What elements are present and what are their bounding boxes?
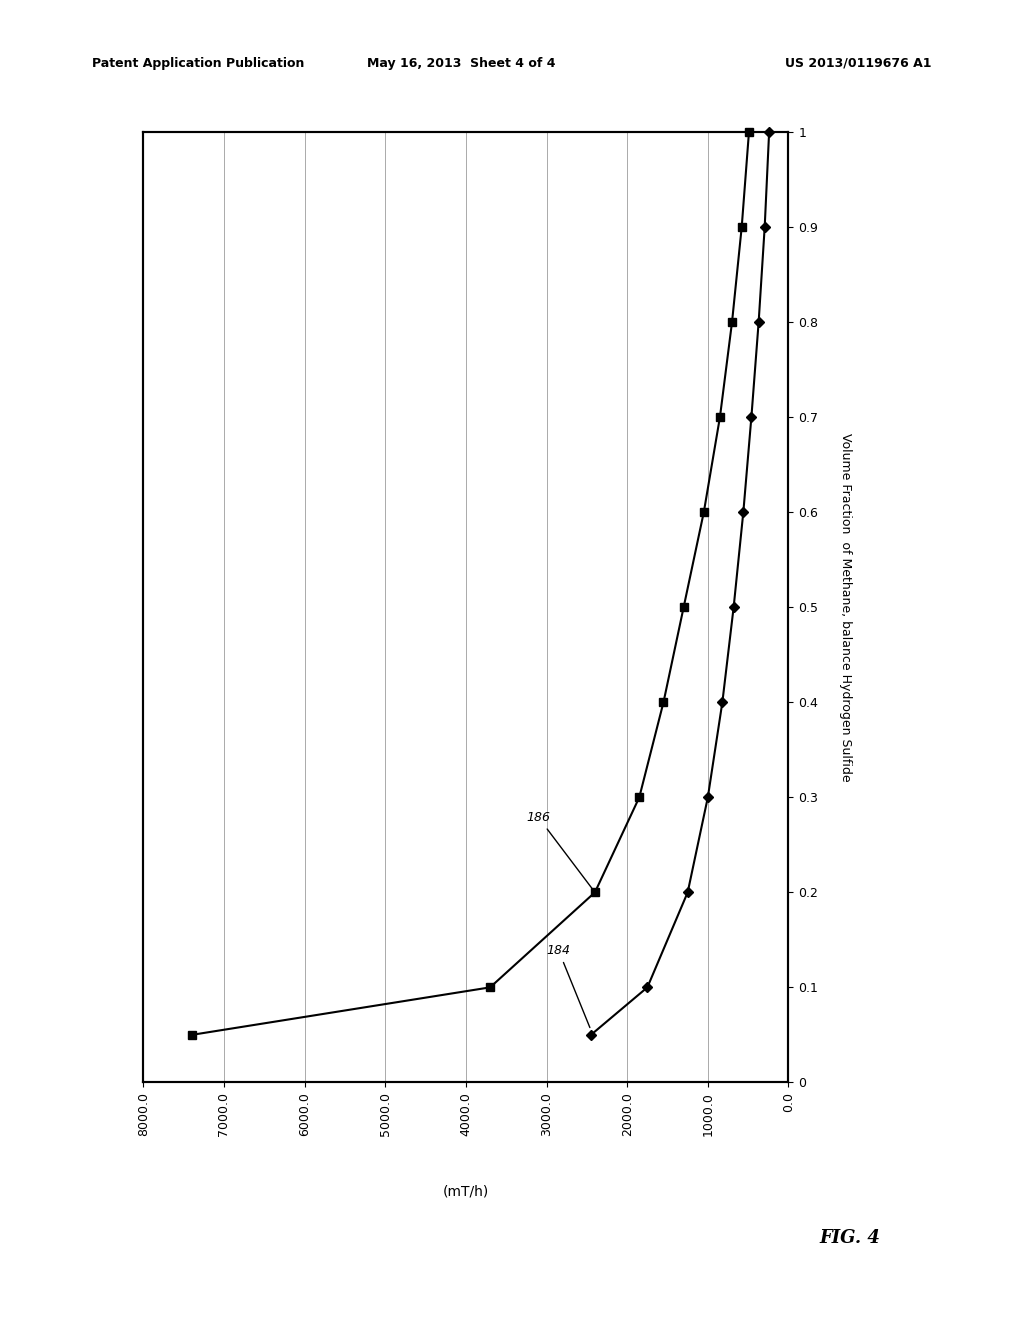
Text: May 16, 2013  Sheet 4 of 4: May 16, 2013 Sheet 4 of 4 — [367, 57, 555, 70]
Text: 184: 184 — [547, 944, 590, 1027]
Text: 186: 186 — [526, 810, 593, 890]
Text: Patent Application Publication: Patent Application Publication — [92, 57, 304, 70]
Text: FIG. 4: FIG. 4 — [819, 1229, 880, 1247]
Text: US 2013/0119676 A1: US 2013/0119676 A1 — [785, 57, 932, 70]
Y-axis label: Volume Fraction  of Methane, balance Hydrogen Sulfide: Volume Fraction of Methane, balance Hydr… — [839, 433, 852, 781]
X-axis label: (mT/h): (mT/h) — [442, 1185, 489, 1199]
